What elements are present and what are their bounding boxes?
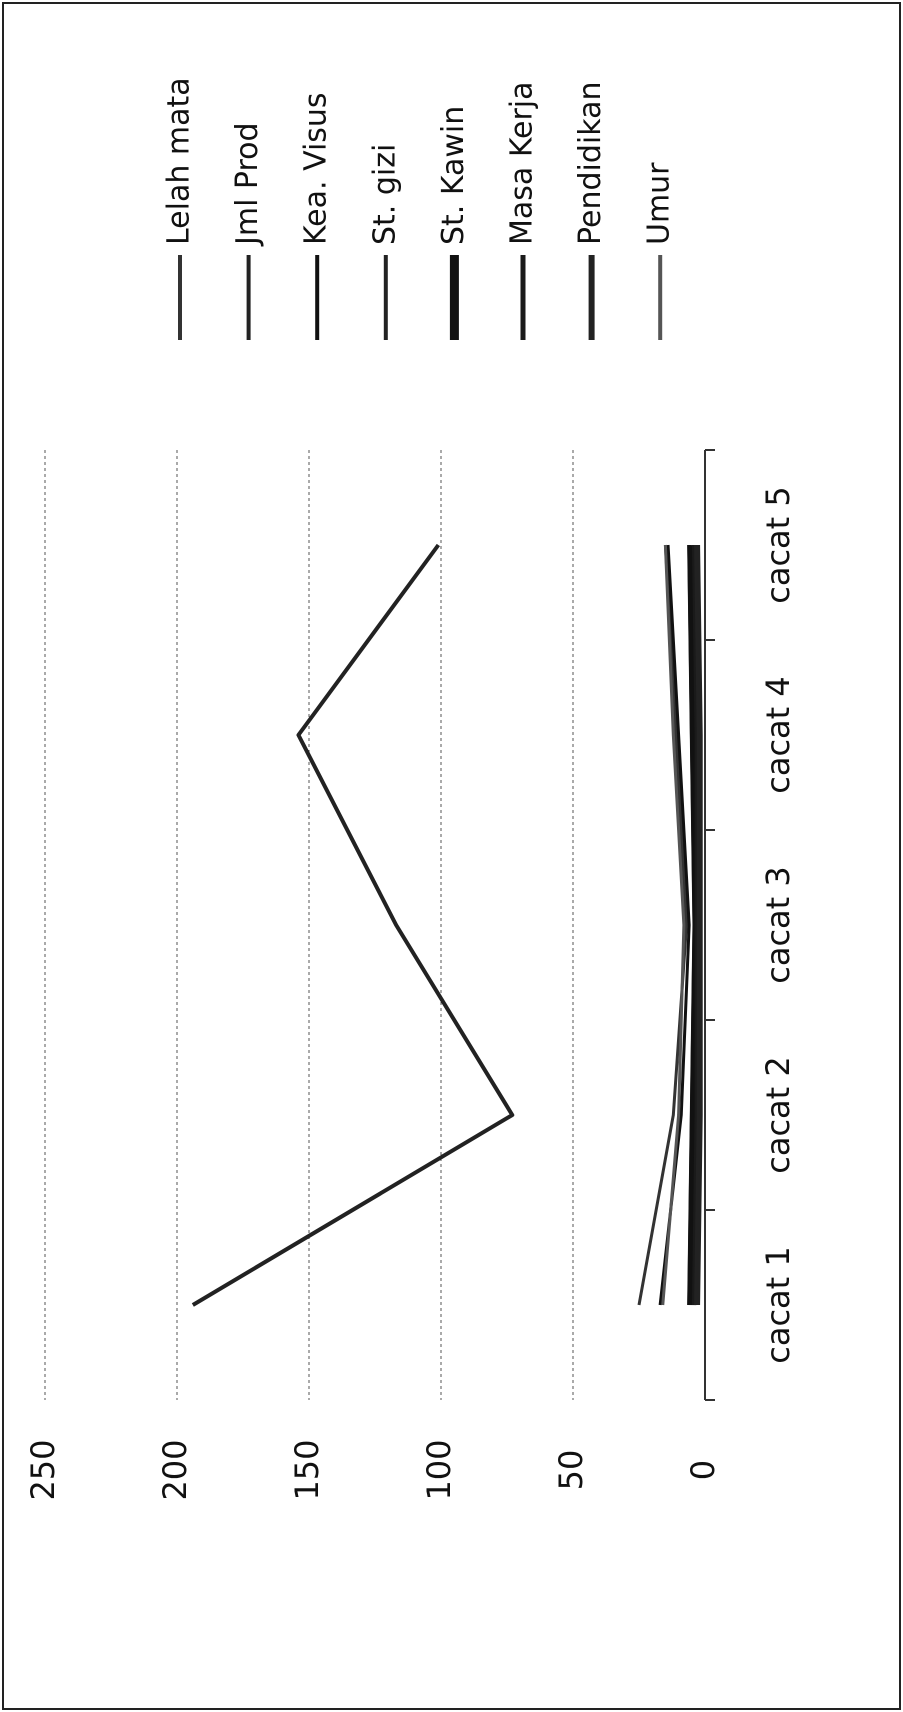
y-tick-label: 0 bbox=[684, 1460, 722, 1480]
series-line bbox=[697, 545, 700, 1305]
legend-label: Masa Kerja bbox=[505, 81, 540, 245]
legend-label: Lelah mata bbox=[162, 77, 197, 245]
y-tick-label: 250 bbox=[24, 1439, 62, 1500]
page: {"chart_data": {"type": "line", "orienta… bbox=[0, 0, 903, 1712]
legend-label: Jml Prod bbox=[230, 122, 265, 247]
legend-label: Umur bbox=[642, 162, 677, 245]
series-line bbox=[639, 545, 687, 1305]
x-tick-label: cacat 1 bbox=[759, 1246, 797, 1363]
x-tick-label: cacat 4 bbox=[759, 676, 797, 793]
legend-label: Pendidikan bbox=[573, 82, 608, 246]
legend-label: St. gizi bbox=[367, 144, 402, 245]
x-tick-label: cacat 5 bbox=[759, 486, 797, 603]
y-tick-label: 50 bbox=[552, 1450, 590, 1491]
y-tick-label: 150 bbox=[288, 1439, 326, 1500]
x-tick-label: cacat 2 bbox=[759, 1056, 797, 1173]
legend-label: Kea. Visus bbox=[299, 92, 334, 245]
chart: 0 50 100 150 200 250 cacat 1 cacat 2 cacat 3 caca… bbox=[0, 0, 903, 1712]
legend-label: St. Kawin bbox=[436, 106, 471, 245]
x-tick-label: cacat 3 bbox=[759, 866, 797, 983]
y-tick-label: 200 bbox=[156, 1439, 194, 1500]
series-line bbox=[193, 545, 512, 1305]
y-tick-label: 100 bbox=[420, 1439, 458, 1500]
